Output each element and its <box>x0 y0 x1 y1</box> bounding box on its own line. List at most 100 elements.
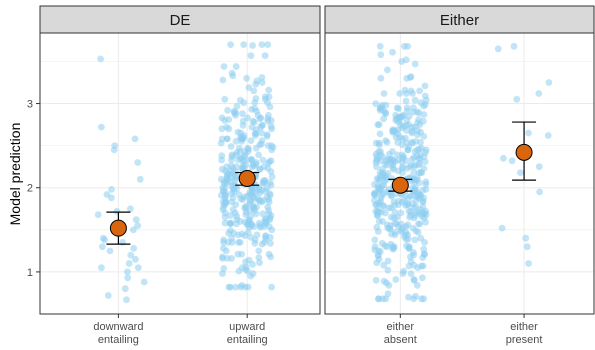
data-point <box>227 220 235 228</box>
x-tick-label: entailing <box>98 334 139 346</box>
data-point <box>410 276 418 284</box>
data-point <box>250 189 257 197</box>
data-point <box>220 265 228 272</box>
data-point <box>412 292 419 300</box>
points-upward-entailing <box>217 41 277 291</box>
data-point <box>249 260 256 268</box>
data-point <box>233 149 241 156</box>
data-point <box>259 177 267 185</box>
data-point <box>224 106 232 114</box>
data-point <box>132 255 139 263</box>
data-point <box>379 202 387 209</box>
data-point <box>422 96 430 104</box>
data-point <box>375 148 383 155</box>
data-point <box>373 259 381 267</box>
data-point <box>391 208 399 216</box>
data-point <box>221 117 229 124</box>
data-point <box>422 178 430 186</box>
data-point <box>371 236 379 244</box>
data-point <box>403 122 410 129</box>
data-point <box>232 283 239 291</box>
data-point <box>384 66 391 74</box>
data-point <box>263 133 271 140</box>
data-point <box>382 295 390 303</box>
data-point <box>132 216 140 224</box>
data-point <box>510 42 518 50</box>
data-point <box>379 218 386 225</box>
data-point <box>401 86 409 94</box>
data-point <box>232 138 240 145</box>
data-point <box>411 236 419 244</box>
data-point <box>226 283 234 291</box>
data-point <box>125 260 133 267</box>
data-point <box>422 186 430 193</box>
data-point <box>411 184 419 192</box>
data-point <box>379 153 386 161</box>
data-point <box>371 189 379 197</box>
data-point <box>382 110 389 118</box>
data-point <box>240 193 248 201</box>
data-point <box>385 186 393 193</box>
data-point <box>421 82 429 90</box>
data-point <box>522 234 530 242</box>
data-point <box>374 121 382 128</box>
data-point <box>240 41 248 48</box>
data-point <box>225 125 233 133</box>
data-point <box>121 285 129 293</box>
data-point <box>222 192 230 200</box>
data-point <box>500 154 507 162</box>
data-point <box>238 282 246 289</box>
data-point <box>220 239 228 246</box>
data-point <box>251 130 259 138</box>
data-point <box>217 175 225 183</box>
data-point <box>393 104 401 112</box>
data-point <box>255 151 262 159</box>
data-point <box>240 153 248 161</box>
data-point <box>255 247 263 255</box>
data-point <box>233 220 240 228</box>
data-point <box>380 261 388 269</box>
data-point <box>400 267 408 275</box>
data-point <box>251 239 259 247</box>
data-point <box>420 165 428 172</box>
data-point <box>221 219 229 227</box>
data-point <box>405 112 413 120</box>
data-point <box>371 246 379 254</box>
data-point <box>407 87 415 95</box>
data-point <box>266 234 274 241</box>
data-point <box>219 76 227 84</box>
data-point <box>398 226 405 234</box>
data-point <box>416 154 424 162</box>
data-point <box>267 157 275 165</box>
data-point <box>405 293 412 301</box>
data-point <box>421 158 429 166</box>
data-point <box>111 142 119 150</box>
data-point <box>394 151 401 159</box>
data-point <box>261 239 268 246</box>
x-tick-label: upward <box>229 321 265 333</box>
data-point <box>412 227 420 235</box>
data-point <box>420 111 428 118</box>
data-point <box>535 163 543 171</box>
data-point <box>258 79 266 86</box>
data-point <box>222 247 230 255</box>
data-point <box>413 176 420 184</box>
data-point <box>238 135 246 143</box>
data-point <box>402 97 410 105</box>
data-point <box>399 198 406 206</box>
data-point <box>376 130 384 138</box>
data-point <box>98 123 105 131</box>
data-point <box>255 254 263 261</box>
data-point <box>249 270 257 277</box>
data-point <box>222 198 230 206</box>
data-point <box>385 282 393 289</box>
data-point <box>108 186 115 193</box>
data-point <box>227 212 234 219</box>
data-point <box>404 146 412 154</box>
data-point <box>259 156 267 164</box>
data-point <box>419 274 426 282</box>
data-point <box>99 234 107 242</box>
data-point <box>374 251 382 259</box>
data-point <box>268 173 276 181</box>
x-tick-label: absent <box>384 334 417 346</box>
